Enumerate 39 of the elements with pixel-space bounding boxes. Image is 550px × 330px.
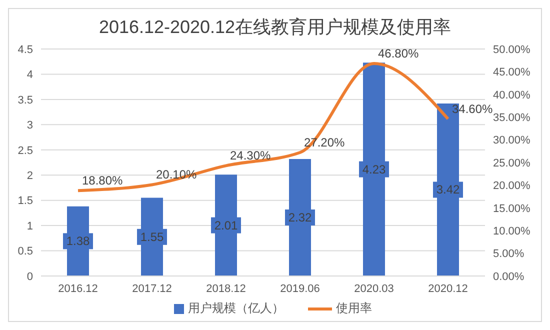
data-label: 1.55 (140, 230, 164, 244)
y-tick-label: 0.5 (18, 246, 33, 258)
data-label: 3.42 (436, 182, 460, 197)
y2-tick-label: 35.00% (493, 112, 531, 124)
y2-tick-label: 50.00% (493, 44, 531, 56)
y-tick-label: 2.5 (18, 144, 33, 157)
y2-tick-label: 40.00% (493, 89, 531, 102)
y2-tick-label: 15.00% (493, 202, 531, 215)
y2-tick-label: 30.00% (493, 134, 531, 147)
legend-label: 使用率 (336, 300, 372, 317)
x-tick-label: 2020.12 (428, 282, 468, 295)
y2-tick-label: 20.00% (493, 180, 531, 192)
data-label: 24.30% (230, 148, 272, 163)
y-tick-label: 2 (26, 170, 33, 182)
data-label: 4.23 (362, 162, 386, 176)
y-tick-label: 3 (26, 120, 33, 132)
x-tick-label: 2020.03 (354, 282, 394, 295)
y-tick-label: 4.5 (18, 44, 33, 56)
y2-tick-label: 0.00% (493, 270, 524, 283)
x-tick-label: 2016.12 (58, 282, 98, 295)
y2-tick-label: 45.00% (493, 66, 531, 79)
y2-tick-label: 10.00% (493, 226, 531, 238)
data-label: 2.32 (288, 210, 312, 224)
data-label: 46.80% (378, 46, 420, 61)
data-label: 18.80% (82, 174, 124, 188)
x-tick-label: 2019.06 (280, 282, 320, 295)
y-tick-label: 1 (26, 220, 33, 232)
chart-title: 2016.12-2020.12在线教育用户规模及使用率 (98, 16, 452, 39)
data-label: 1.38 (66, 234, 90, 248)
data-label: 2.01 (214, 218, 238, 232)
y-tick-label: 4 (26, 69, 33, 82)
y-tick-label: 3.5 (18, 94, 33, 106)
y2-tick-label: 25.00% (493, 157, 531, 170)
y-tick-label: 0 (26, 270, 33, 283)
legend-label: 用户规模（亿人） (188, 300, 284, 317)
x-tick-label: 2017.12 (132, 282, 172, 295)
x-tick-label: 2018.12 (206, 282, 246, 295)
y2-tick-label: 5.00% (493, 248, 524, 260)
y-tick-label: 1.5 (18, 195, 33, 208)
